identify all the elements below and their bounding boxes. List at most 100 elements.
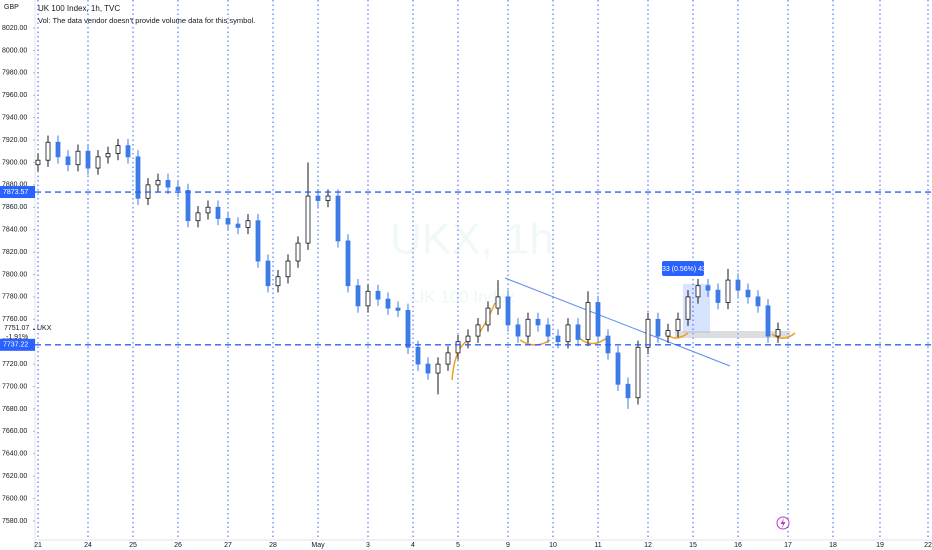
y-tick-label: 7720.00 [2, 361, 27, 368]
candle-body [735, 279, 741, 291]
candle-body [715, 289, 721, 303]
annotation-box [662, 261, 704, 276]
candle-body [125, 145, 131, 158]
candle-body [765, 305, 771, 337]
candle-body [215, 206, 221, 219]
candle-body [615, 352, 621, 385]
symbol-label: UKX [37, 325, 52, 332]
y-tick-label: 8020.00 [2, 25, 27, 32]
candle-body [35, 159, 41, 166]
candle-body [235, 223, 241, 228]
candle-body [135, 156, 141, 199]
x-tick-label: 21 [34, 542, 42, 549]
x-tick-label: 10 [549, 542, 557, 549]
candle-body [525, 318, 531, 337]
x-tick-label: 12 [644, 542, 652, 549]
x-tick-label: 11 [594, 542, 601, 549]
candle-body [535, 318, 541, 326]
candle-body [405, 309, 411, 348]
candle-body [695, 285, 701, 298]
y-tick-label: 7940.00 [2, 114, 27, 121]
x-tick-label: May [311, 542, 325, 549]
candle-body [345, 240, 351, 287]
candle-body [85, 150, 91, 169]
candle-body [185, 190, 191, 222]
candle-body [105, 153, 111, 158]
candle-body [75, 150, 81, 166]
candles [35, 135, 781, 409]
candle-body [465, 335, 471, 343]
candle-body [65, 156, 71, 166]
x-tick-label: 3 [366, 542, 370, 549]
level-label: 7737.22 [3, 342, 28, 349]
title: UK 100 Index, 1h, TVC [38, 4, 120, 13]
candle-body [585, 302, 591, 340]
candle-body [355, 285, 361, 307]
y-tick-label: 7880.00 [2, 182, 27, 189]
candle-body [175, 186, 181, 191]
y-tick-label: 7800.00 [2, 271, 27, 278]
y-tick-label: 7920.00 [2, 137, 27, 144]
candle-body [665, 330, 671, 337]
candle-body [95, 156, 101, 169]
candle-body [515, 324, 521, 337]
candle-body [685, 296, 691, 320]
y-tick-label: 7620.00 [2, 473, 27, 480]
candle-body [165, 179, 171, 188]
candle-body [285, 260, 291, 278]
y-tick-label: 7900.00 [2, 159, 27, 166]
x-tick-label: 27 [224, 542, 232, 549]
trend-line [504, 277, 731, 367]
curve-marker [771, 332, 796, 339]
candle-body [205, 206, 211, 214]
candle-body [455, 341, 461, 354]
x-tick-label: 19 [876, 542, 884, 549]
subtitle: Vol: The data vendor doesn't provide vol… [38, 16, 255, 25]
candle-body [675, 318, 681, 331]
x-tick-label: 15 [689, 542, 697, 549]
candle-body [275, 276, 281, 287]
curve-marker [451, 339, 471, 381]
candle-body [245, 220, 251, 228]
highlight-box [675, 331, 790, 338]
candle-body [315, 195, 321, 201]
y-tick-label: 7980.00 [2, 70, 27, 77]
candle-body [655, 318, 661, 337]
candle-body [745, 289, 751, 298]
x-tick-label: 18 [829, 542, 837, 549]
candle-body [375, 290, 381, 300]
x-tick-label: 25 [129, 542, 137, 549]
candle-body [475, 324, 481, 337]
level-label: 7873.57 [3, 189, 28, 196]
candle-body [295, 242, 301, 262]
level-label-box [0, 186, 35, 199]
candle-body [775, 328, 781, 337]
watermark-sub: UK 100 Index [412, 287, 516, 306]
event-icon-bolt [780, 518, 786, 528]
candle-body [575, 324, 581, 340]
y-tick-label: 7960.00 [2, 92, 27, 99]
x-tick-label: 5 [456, 542, 460, 549]
x-tick-label: 17 [784, 542, 792, 549]
candle-body [385, 298, 391, 309]
last-price-label: 7751.07 [4, 325, 29, 332]
x-tick-label: 22 [924, 542, 932, 549]
candle-body [645, 318, 651, 348]
candle-body [255, 220, 261, 262]
watermark: UKX, 1h [390, 215, 554, 264]
axis-panel [0, 0, 35, 550]
candle-body [335, 195, 341, 242]
candle-body [595, 302, 601, 337]
candle-body [115, 145, 121, 154]
candle-body [415, 346, 421, 365]
y-tick-label: 7680.00 [2, 406, 27, 413]
x-tick-label: 4 [411, 542, 415, 549]
x-tick-label: 26 [174, 542, 182, 549]
candle-body [195, 212, 201, 222]
candle-body [55, 141, 61, 158]
candle-body [555, 335, 561, 343]
y-tick-label: 7820.00 [2, 249, 27, 256]
y-tick-label: 7840.00 [2, 227, 27, 234]
